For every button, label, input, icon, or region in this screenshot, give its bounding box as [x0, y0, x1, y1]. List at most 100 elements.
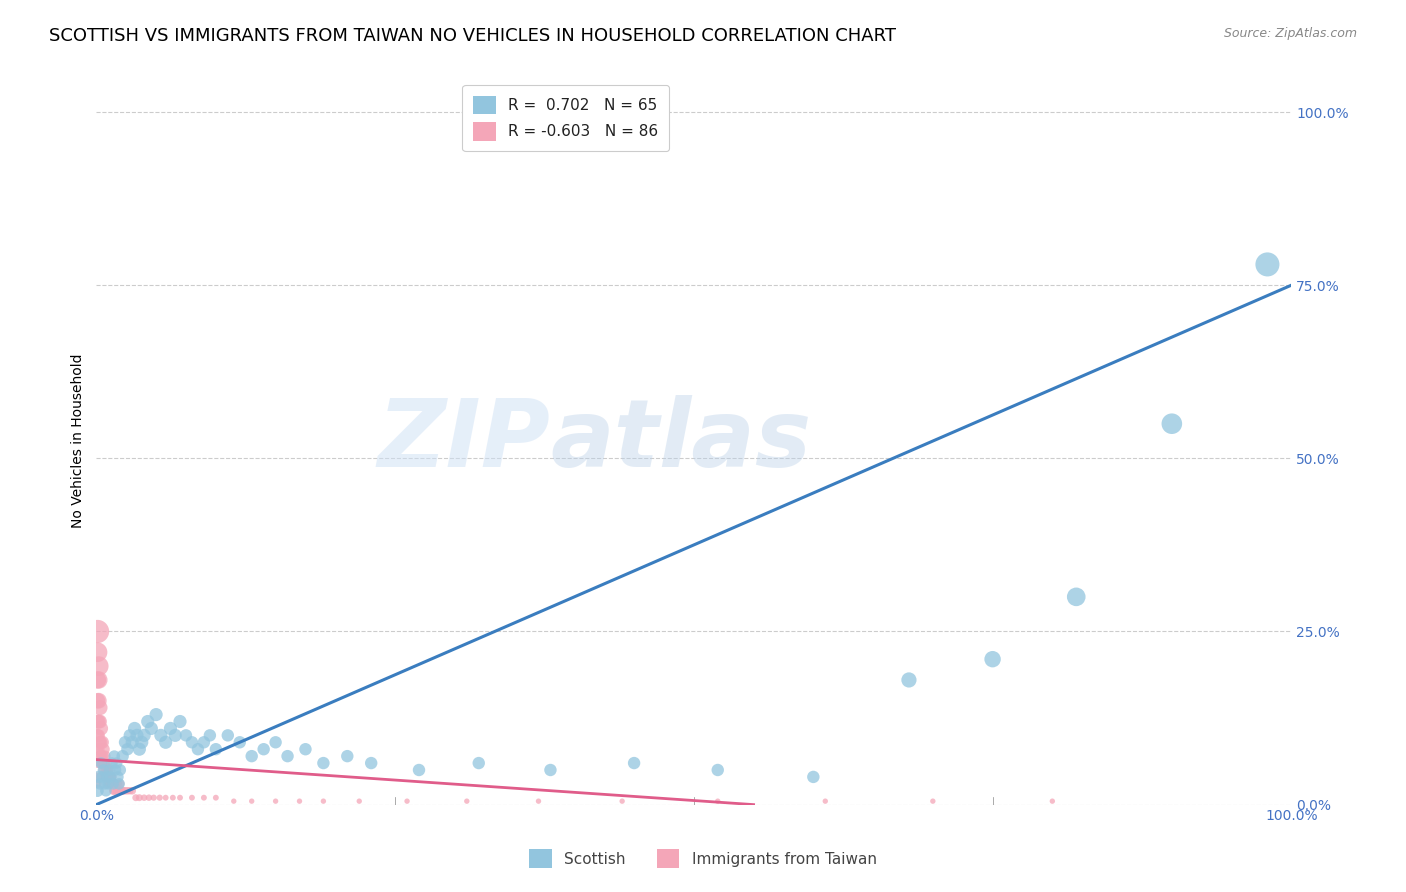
- Point: [93, 763, 115, 777]
- Point: [108, 777, 131, 791]
- Point: [240, 749, 263, 764]
- Point: [107, 770, 129, 784]
- Point: [107, 777, 129, 791]
- Point: [527, 794, 550, 808]
- Point: [89, 700, 111, 714]
- Point: [125, 790, 148, 805]
- Point: [104, 777, 127, 791]
- Point: [87, 673, 110, 687]
- Point: [222, 794, 245, 808]
- Point: [97, 763, 120, 777]
- Point: [97, 777, 120, 791]
- Point: [87, 659, 110, 673]
- Point: [86, 770, 108, 784]
- Point: [118, 728, 141, 742]
- Point: [294, 742, 316, 756]
- Point: [91, 756, 114, 770]
- Point: [87, 770, 110, 784]
- Point: [142, 790, 165, 805]
- Point: [623, 756, 645, 770]
- Point: [128, 742, 150, 756]
- Point: [103, 784, 125, 798]
- Point: [93, 777, 115, 791]
- Point: [100, 777, 122, 791]
- Point: [193, 735, 215, 749]
- Point: [468, 756, 491, 770]
- Point: [162, 790, 184, 805]
- Point: [110, 763, 132, 777]
- Point: [105, 784, 128, 798]
- Point: [205, 790, 228, 805]
- Point: [86, 728, 108, 742]
- Point: [155, 790, 177, 805]
- Point: [131, 735, 153, 749]
- Point: [134, 728, 156, 742]
- Point: [1064, 590, 1087, 604]
- Point: [111, 749, 134, 764]
- Point: [87, 714, 110, 729]
- Point: [169, 790, 191, 805]
- Point: [94, 770, 117, 784]
- Text: SCOTTISH VS IMMIGRANTS FROM TAIWAN NO VEHICLES IN HOUSEHOLD CORRELATION CHART: SCOTTISH VS IMMIGRANTS FROM TAIWAN NO VE…: [49, 27, 896, 45]
- Point: [98, 770, 121, 784]
- Legend: Scottish, Immigrants from Taiwan: Scottish, Immigrants from Taiwan: [522, 841, 884, 875]
- Point: [86, 784, 108, 798]
- Point: [86, 645, 108, 659]
- Point: [108, 784, 131, 798]
- Point: [91, 735, 114, 749]
- Point: [104, 763, 127, 777]
- Point: [89, 735, 111, 749]
- Point: [134, 790, 156, 805]
- Point: [98, 777, 121, 791]
- Point: [128, 790, 150, 805]
- Point: [118, 784, 141, 798]
- Point: [89, 714, 111, 729]
- Point: [264, 735, 287, 749]
- Point: [169, 714, 191, 729]
- Point: [193, 790, 215, 805]
- Point: [90, 749, 112, 764]
- Point: [253, 742, 276, 756]
- Point: [264, 794, 287, 808]
- Point: [217, 728, 239, 742]
- Point: [117, 742, 139, 756]
- Point: [100, 770, 122, 784]
- Point: [155, 735, 177, 749]
- Point: [103, 749, 125, 764]
- Point: [136, 714, 159, 729]
- Point: [93, 742, 115, 756]
- Point: [706, 763, 728, 777]
- Point: [198, 728, 221, 742]
- Point: [93, 763, 115, 777]
- Point: [87, 694, 110, 708]
- Point: [96, 770, 118, 784]
- Point: [312, 756, 335, 770]
- Point: [1160, 417, 1182, 431]
- Text: atlas: atlas: [550, 395, 811, 487]
- Point: [101, 777, 124, 791]
- Point: [121, 784, 143, 798]
- Y-axis label: No Vehicles in Household: No Vehicles in Household: [72, 354, 86, 528]
- Point: [90, 735, 112, 749]
- Point: [396, 794, 419, 808]
- Point: [101, 784, 124, 798]
- Point: [145, 707, 167, 722]
- Point: [149, 728, 172, 742]
- Point: [141, 722, 163, 736]
- Point: [94, 763, 117, 777]
- Point: [277, 749, 299, 764]
- Point: [110, 784, 132, 798]
- Point: [100, 770, 122, 784]
- Point: [336, 749, 359, 764]
- Point: [86, 756, 108, 770]
- Point: [1256, 257, 1278, 271]
- Point: [86, 714, 108, 729]
- Text: ZIP: ZIP: [378, 395, 550, 487]
- Point: [801, 770, 824, 784]
- Point: [138, 790, 160, 805]
- Point: [288, 794, 311, 808]
- Point: [91, 749, 114, 764]
- Point: [103, 777, 125, 791]
- Point: [90, 722, 112, 736]
- Point: [105, 756, 128, 770]
